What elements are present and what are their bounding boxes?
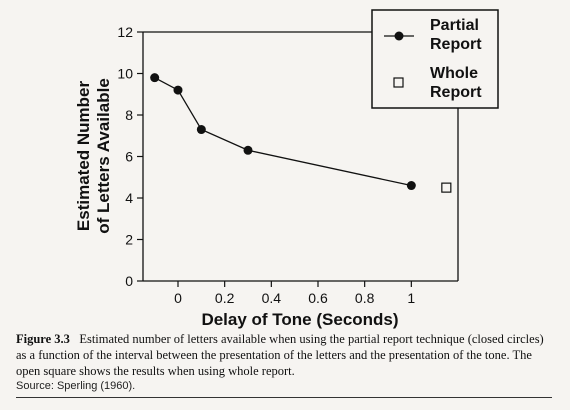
partial-report-point [243, 145, 253, 155]
y-tick-label: 2 [125, 232, 133, 248]
y-tick-label: 4 [125, 190, 133, 206]
y-tick-label: 0 [125, 273, 133, 289]
y-tick-label: 12 [117, 24, 133, 40]
x-axis-ticks: 0 0.2 0.4 0.6 0.8 1 [174, 281, 415, 306]
y-tick-label: 6 [125, 149, 133, 165]
legend-partial-label-1: Partial [430, 17, 479, 34]
y-axis-title-line-2: of Letters Available [94, 78, 113, 234]
y-axis-ticks: 0 2 4 6 8 10 12 [117, 24, 143, 289]
x-tick-label: 0.2 [215, 290, 235, 306]
partial-report-point [196, 125, 206, 135]
legend-box [371, 9, 499, 109]
legend-whole-label-2: Report [430, 84, 482, 101]
x-tick-label: 0.8 [355, 290, 375, 306]
x-tick-label: 0.4 [262, 290, 282, 306]
legend-partial-label-2: Report [430, 36, 482, 53]
x-tick-label: 0.6 [308, 290, 328, 306]
figure-chart: 0 2 4 6 8 10 12 0 0.2 0.4 0.6 0.8 1 Delay of Tone (… [74, 9, 499, 329]
legend: Partial Report Whole Report [371, 9, 499, 109]
figure-label: Figure 3.3 [16, 332, 70, 346]
partial-report-point [173, 85, 183, 95]
figure-source: Source: Sperling (1960). [16, 380, 136, 392]
x-axis-title: Delay of Tone (Seconds) [201, 310, 398, 329]
x-tick-label: 0 [174, 290, 182, 306]
x-tick-label: 1 [407, 290, 415, 306]
caption-text: Estimated number of letters available wh… [16, 332, 544, 378]
partial-report-point [150, 73, 160, 83]
y-tick-label: 8 [125, 107, 133, 123]
whole-report-point [441, 182, 452, 193]
bottom-rule [16, 397, 552, 398]
legend-partial-marker [394, 31, 404, 41]
y-tick-label: 10 [117, 66, 133, 82]
y-axis-title-line-1: Estimated Number [74, 81, 93, 232]
partial-report-point [406, 181, 416, 191]
legend-whole-marker [393, 77, 404, 88]
data-series [150, 73, 452, 193]
figure-caption: Figure 3.3 Estimated number of letters a… [16, 331, 552, 379]
legend-whole-label-1: Whole [430, 65, 478, 82]
